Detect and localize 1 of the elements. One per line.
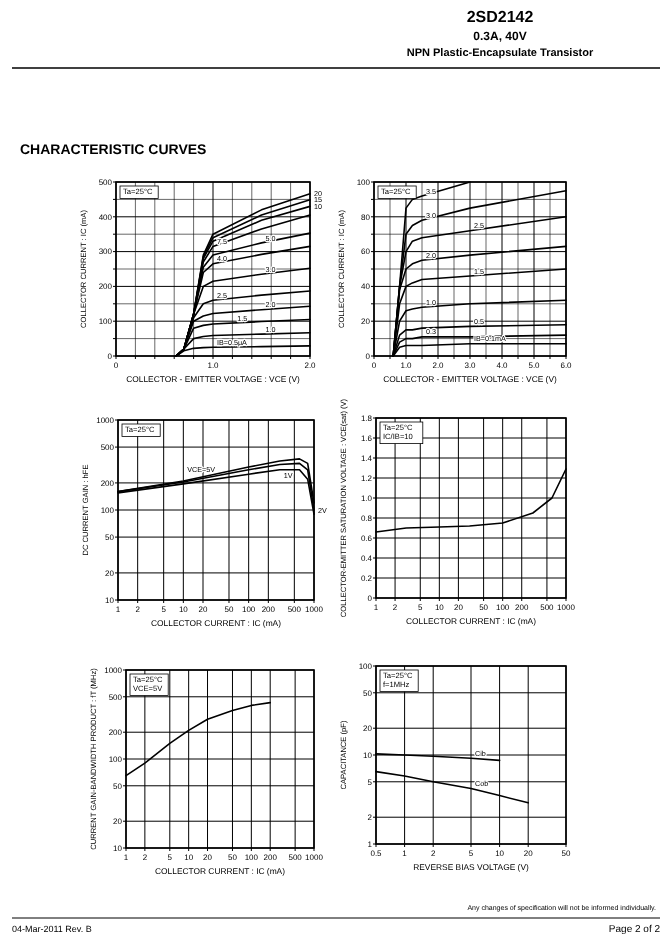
text: 2SD2142 xyxy=(466,8,535,26)
